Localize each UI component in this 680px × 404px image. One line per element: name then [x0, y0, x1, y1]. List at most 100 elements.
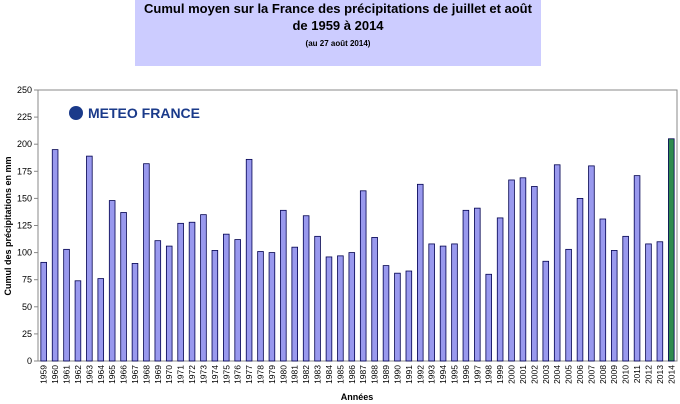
bar [428, 243, 435, 362]
x-tick-label: 1986 [347, 365, 357, 384]
bar [359, 190, 367, 362]
x-tick-label: 1972 [187, 365, 197, 384]
x-tick-label: 1989 [381, 365, 391, 384]
bar [622, 235, 629, 362]
x-tick-label: 1975 [221, 365, 231, 384]
x-tick-label: 2007 [586, 365, 596, 384]
x-tick-label: 1960 [50, 365, 60, 384]
bar [519, 177, 527, 362]
x-tick-label: 1996 [461, 365, 471, 384]
bar [451, 243, 458, 362]
x-tick-label: 2012 [643, 365, 653, 384]
x-tick-label: 1967 [130, 365, 140, 384]
bar [496, 217, 504, 362]
x-tick-label: 1962 [73, 365, 83, 384]
y-tick-label: 100 [17, 248, 32, 258]
bar [108, 200, 116, 362]
x-tick-label: 1971 [176, 365, 186, 384]
x-tick-label: 1983 [313, 365, 323, 384]
y-tick-label: 25 [22, 329, 32, 339]
bar [656, 241, 664, 362]
bar [337, 255, 344, 362]
x-tick-label: 1980 [278, 365, 288, 384]
logo: METEO FRANCE [88, 105, 200, 121]
x-tick-label: 1970 [164, 365, 174, 384]
bar [40, 261, 47, 362]
bar [188, 221, 196, 362]
y-tick-label: 125 [17, 221, 32, 231]
x-tick-label: 1961 [62, 365, 72, 384]
bar [223, 233, 230, 362]
x-axis-label: Années [341, 392, 374, 402]
x-tick-label: 1985 [335, 365, 345, 384]
bar [200, 214, 207, 362]
bar [599, 218, 607, 362]
bar [633, 175, 641, 362]
x-tick-label: 1963 [84, 365, 94, 384]
x-tick-label: 1990 [392, 365, 402, 384]
y-tick-label: 75 [22, 275, 32, 285]
bar [439, 245, 447, 362]
x-tick-label: 1966 [119, 365, 129, 384]
bar [508, 179, 515, 362]
bar [553, 164, 561, 362]
bar [291, 246, 298, 362]
bar [645, 243, 652, 362]
bar [154, 240, 162, 362]
x-tick-label: 1984 [324, 365, 334, 384]
x-tick-label: 1959 [39, 365, 49, 384]
bar [120, 212, 127, 362]
bar [371, 237, 378, 362]
x-tick-label: 1968 [141, 365, 151, 384]
x-tick-label: 1988 [370, 365, 380, 384]
bar [325, 256, 333, 362]
bar [245, 158, 253, 362]
bar [462, 209, 470, 362]
bar [257, 251, 264, 362]
bar [211, 250, 219, 362]
x-tick-label: 1976 [233, 365, 243, 384]
logo-icon [69, 106, 83, 120]
x-tick-label: 1995 [449, 365, 459, 384]
title-box [135, 0, 541, 66]
chart-subtitle: (au 27 août 2014) [306, 39, 371, 48]
bar [302, 215, 310, 362]
y-tick-label: 175 [17, 166, 32, 176]
x-tick-label: 1993 [427, 365, 437, 384]
x-tick-label: 1994 [438, 365, 448, 384]
x-tick-label: 2006 [575, 365, 585, 384]
x-tick-label: 2004 [552, 365, 562, 384]
bar [74, 280, 82, 362]
bar [268, 252, 276, 362]
bar [131, 263, 139, 362]
bar [588, 165, 595, 362]
bar [576, 197, 584, 362]
x-tick-label: 1977 [244, 365, 254, 384]
x-tick-label: 2000 [507, 365, 517, 384]
bar [143, 163, 150, 362]
x-tick-label: 2002 [529, 365, 539, 384]
bar [177, 222, 184, 362]
x-tick-label: 2005 [564, 365, 574, 384]
x-tick-label: 2011 [632, 365, 642, 384]
chart-title: de 1959 à 2014 [292, 18, 384, 33]
x-tick-label: 2001 [518, 365, 528, 384]
bar [51, 149, 59, 362]
bar [417, 183, 424, 362]
bar [565, 248, 572, 362]
x-tick-label: 1979 [267, 365, 277, 384]
x-tick-label: 1999 [495, 365, 505, 384]
x-tick-label: 1981 [290, 365, 300, 384]
bar [668, 138, 675, 362]
bar [394, 272, 401, 362]
x-tick-label: 1964 [96, 365, 106, 384]
bar [405, 270, 413, 362]
x-tick-label: 1974 [210, 365, 220, 384]
x-tick-label: 1965 [107, 365, 117, 384]
x-tick-label: 1997 [472, 365, 482, 384]
bar [485, 273, 492, 362]
x-tick-label: 2013 [655, 365, 665, 384]
chart-title: Cumul moyen sur la France des précipitat… [144, 1, 533, 16]
